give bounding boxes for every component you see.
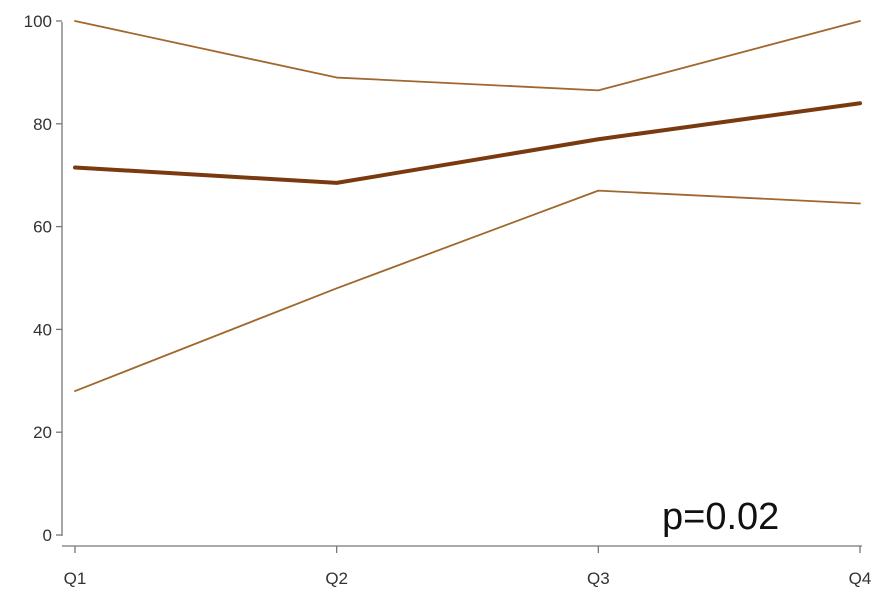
x-tick-label: Q3 <box>587 569 610 588</box>
x-tick-label: Q1 <box>64 569 87 588</box>
series-line-1 <box>74 20 861 92</box>
y-tick-label: 80 <box>33 115 52 134</box>
y-tick-label: 20 <box>33 423 52 442</box>
series-line-3 <box>74 189 861 392</box>
series-line-2 <box>73 101 862 185</box>
y-tick-label: 40 <box>33 320 52 339</box>
y-axis: 0 20 40 60 80 100 <box>24 12 63 545</box>
x-axis: Q1 Q2 Q3 Q4 <box>62 545 872 588</box>
series-group <box>73 20 862 392</box>
p-value-annotation: p=0.02 <box>662 496 779 538</box>
y-tick-label: 60 <box>33 218 52 237</box>
y-tick-label: 0 <box>43 526 52 545</box>
x-tick-label: Q4 <box>849 569 872 588</box>
x-tick-label: Q2 <box>325 569 348 588</box>
y-tick-label: 100 <box>24 12 52 31</box>
